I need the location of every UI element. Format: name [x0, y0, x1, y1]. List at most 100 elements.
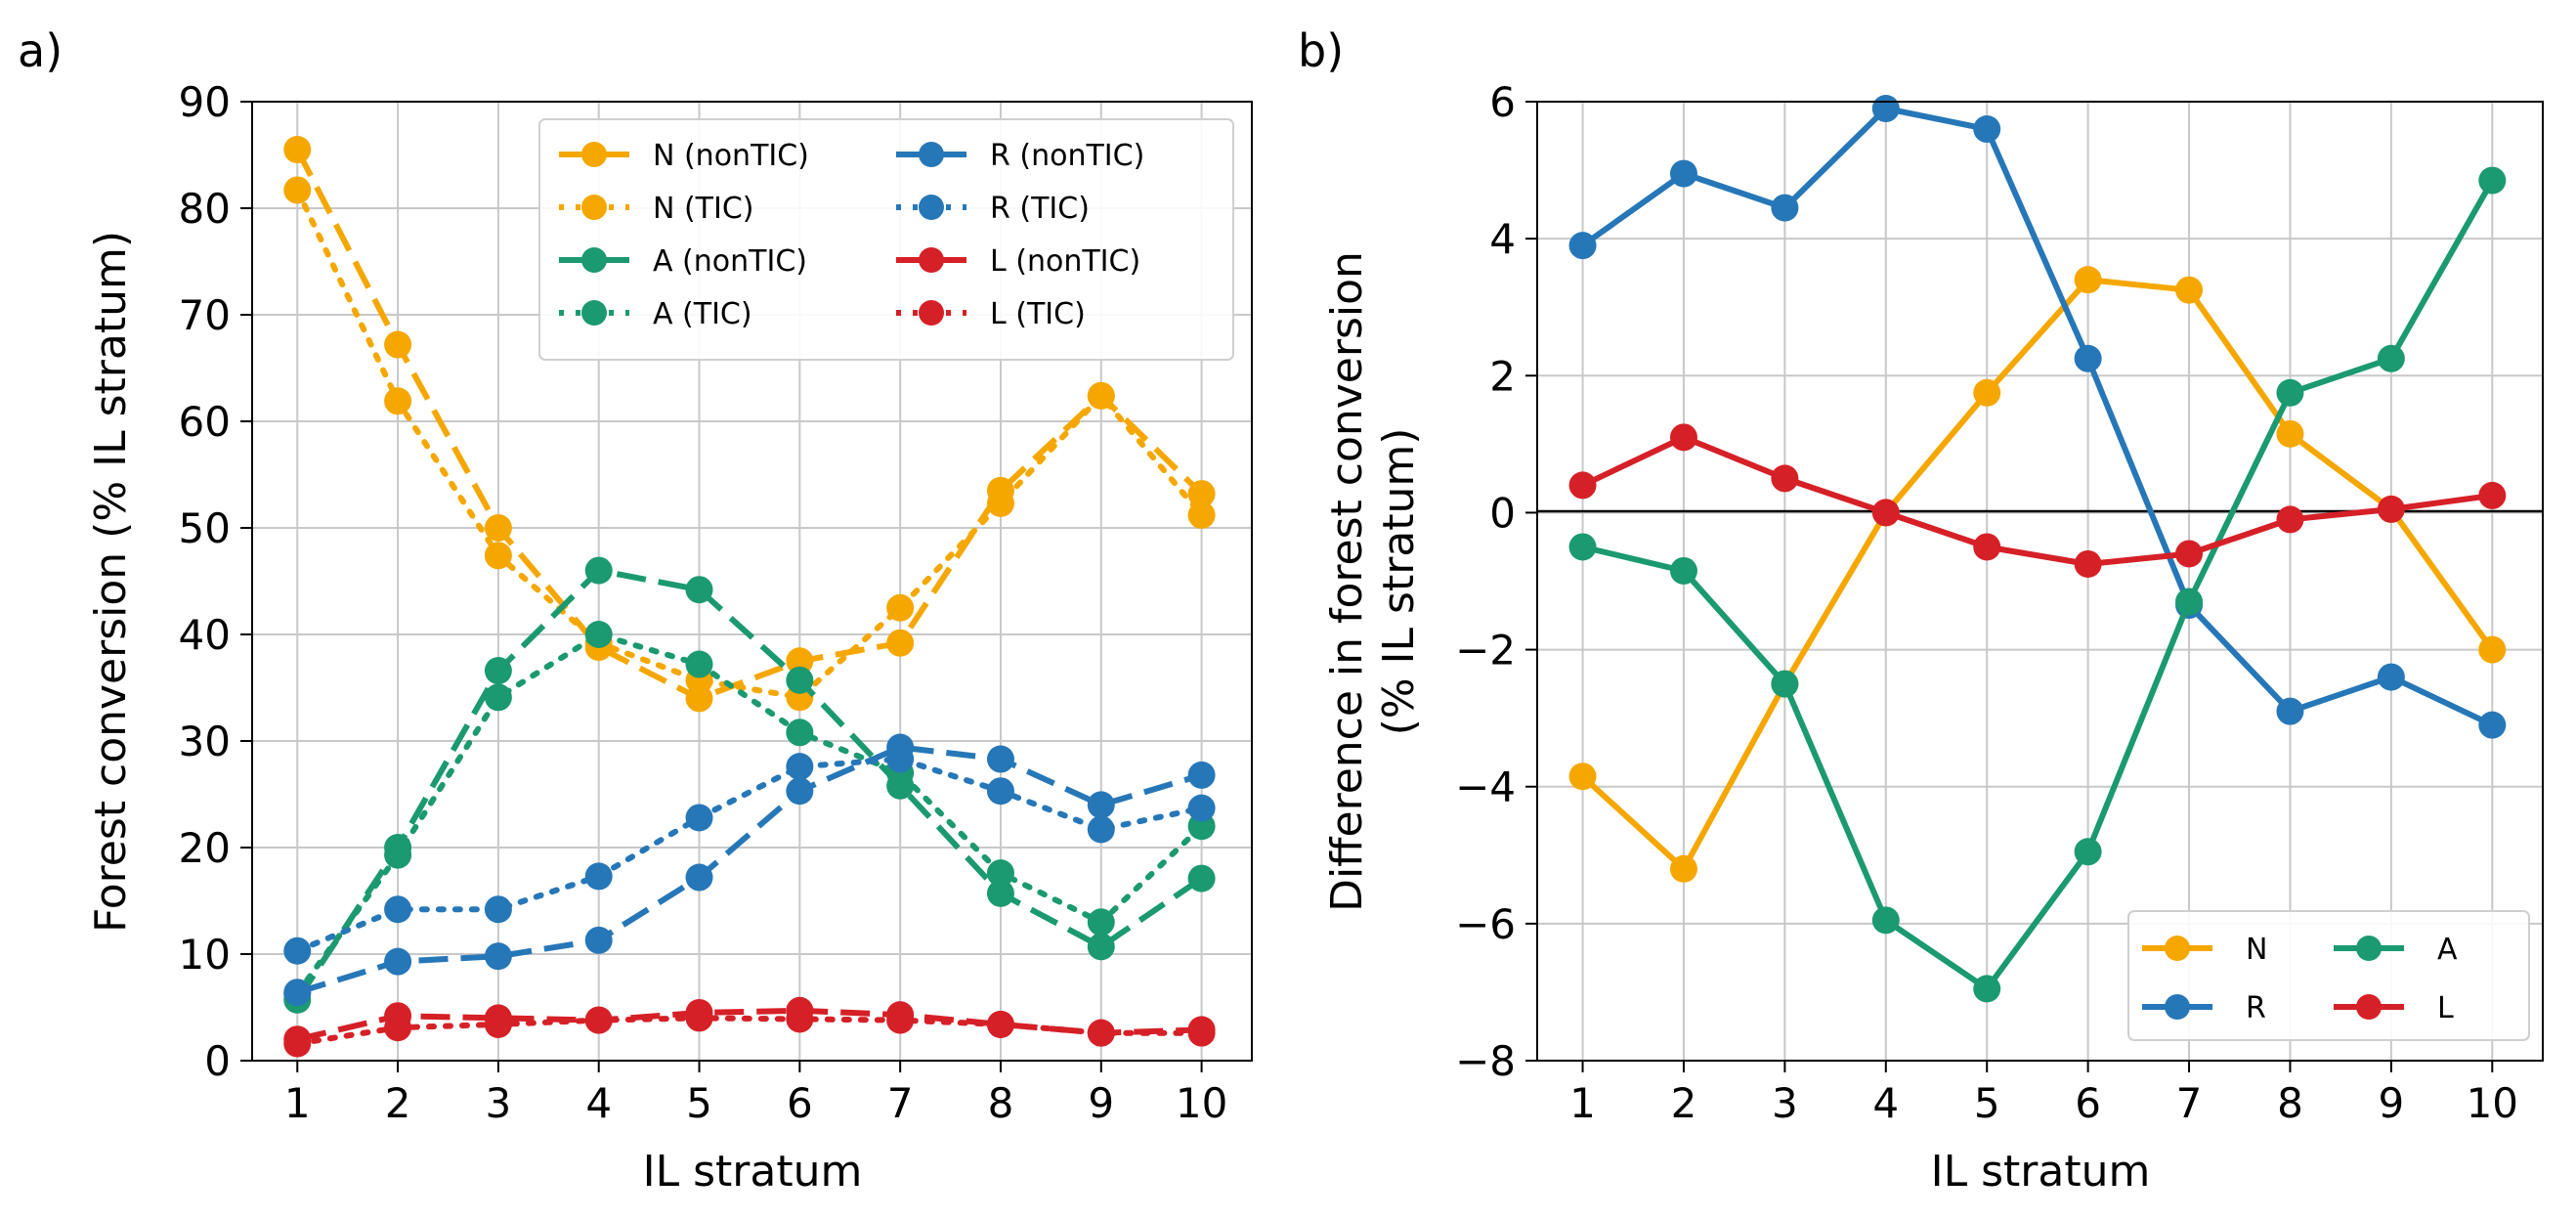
panel-a-x-tick-label: 2: [385, 1079, 411, 1127]
panel-b-point-r: [2074, 344, 2102, 372]
panel-a-point-a-tic: [484, 683, 512, 712]
panel-a-point-r-nontic: [1087, 791, 1115, 819]
panel-a-series-line-r-tic: [294, 756, 1205, 954]
panel-a-y-axis-label: Forest conversion (% IL stratum): [86, 231, 136, 933]
panel-a-point-a-tic: [685, 650, 713, 678]
panel-a-point-n-tic: [1087, 381, 1115, 410]
panel-b-point-l: [2074, 549, 2102, 578]
panel-a-legend: N (nonTIC) N (TIC) A (nonTIC) A (TIC) R (non…: [538, 118, 1234, 361]
panel-a-point-l-tic: [986, 1010, 1014, 1038]
panel-b-point-l: [1568, 471, 1597, 500]
panel-a-legend-marker-a-nontic: [581, 247, 607, 273]
panel-a-point-a-tic: [1087, 908, 1115, 937]
panel-b-y-axis-label: Difference in forest conversion: [1322, 251, 1372, 912]
panel-a-point-r-tic: [584, 862, 613, 891]
panel-a-point-r-nontic: [986, 745, 1014, 773]
panel-a-x-tick-label: 9: [1088, 1079, 1114, 1127]
panel-b-x-tick-label: 4: [1872, 1079, 1899, 1127]
panel-a-point-r-nontic: [786, 777, 814, 806]
panel-a-legend-label-n-tic: N (TIC): [653, 192, 754, 226]
panel-b-point-r: [1973, 115, 2001, 144]
panel-a-point-a-nontic: [986, 879, 1014, 907]
panel-a-legend-frame: [538, 118, 1234, 361]
panel-a-x-tick-label: 5: [686, 1079, 712, 1127]
panel-b-series: [1568, 95, 2507, 1003]
panel-b-series-line-n: [1579, 277, 2496, 872]
panel-b-x-tick-label: 1: [1569, 1079, 1596, 1127]
panel-b-x-axis-label: IL stratum: [1931, 1147, 2151, 1197]
panel-b-legend-marker-a: [2356, 936, 2382, 961]
panel-b-y-tick-label: −4: [1455, 763, 1516, 811]
panel-b-point-a: [2377, 344, 2405, 372]
panel-a-point-n-tic: [283, 176, 312, 204]
panel-a-legend-label-l-nontic: L (nonTIC): [990, 244, 1140, 279]
panel-a-legend-label-r-tic: R (TIC): [990, 192, 1090, 226]
panel-a-point-n-nontic: [1187, 480, 1216, 508]
panel-b-legend-label-n: N: [2246, 933, 2267, 967]
panel-a-point-r-tic: [283, 937, 312, 965]
panel-a-point-r-nontic: [685, 863, 713, 892]
panel-a-point-r-nontic: [283, 979, 312, 1007]
panel-b-point-r: [1871, 95, 1900, 123]
panel-b-y-axis-label-units: (% IL stratum): [1374, 428, 1424, 736]
panel-b-point-n: [2175, 276, 2204, 304]
panel-b-point-r: [1568, 232, 1597, 260]
panel-a-legend-marker-r-tic: [919, 195, 944, 220]
panel-b-x-tick-label: 3: [1772, 1079, 1798, 1127]
panel-a-series-line-l-tic: [294, 1015, 1205, 1047]
panel-b-point-a: [1973, 975, 2001, 1003]
panel-b-point-a: [2478, 166, 2507, 195]
panel-b-series-line-a: [1579, 177, 2496, 992]
panel-a-y-tick-label: 30: [179, 718, 231, 765]
panel-b-x-tick-label: 10: [2467, 1079, 2518, 1127]
panel-b-point-n: [2478, 635, 2507, 664]
panel-b-point-l: [2478, 481, 2507, 509]
panel-a-y-tick-label: 90: [179, 78, 231, 126]
panel-b-point-a: [2074, 838, 2102, 866]
panel-b-series-line-r: [1579, 106, 2496, 728]
panel-b-point-a: [1568, 533, 1597, 561]
panel-a-legend-marker-n-tic: [581, 195, 607, 220]
panel-b-point-l: [2276, 505, 2304, 534]
panel-b-point-n: [1973, 378, 2001, 407]
panel-b-point-l: [1771, 464, 1799, 493]
panel-b-x-tick-label: 8: [2277, 1079, 2303, 1127]
panel-a-legend-label-l-tic: L (TIC): [990, 297, 1086, 331]
panel-b-point-n: [2276, 419, 2304, 448]
panel-b-legend: N A R L: [2127, 910, 2530, 1041]
panel-a-point-a-nontic: [584, 556, 613, 585]
panel-a-point-l-tic: [384, 1014, 412, 1042]
panel-b-point-r: [2478, 711, 2507, 739]
panel-a-legend-marker-n-nontic: [581, 142, 607, 167]
panel-a-point-l-tic: [1087, 1019, 1115, 1047]
panel-b-legend-frame: [2127, 910, 2530, 1041]
panel-b-y-tick-label: 4: [1489, 215, 1516, 263]
panel-b-point-l: [1669, 423, 1697, 452]
panel-a-x-tick-label: 1: [284, 1079, 311, 1127]
panel-b-y-tick-label: −6: [1455, 900, 1516, 948]
panel-b-point-r: [1771, 194, 1799, 222]
panel-a-legend-marker-r-nontic: [919, 142, 944, 167]
panel-b-x-tick-label: 2: [1671, 1079, 1697, 1127]
panel-b-legend-marker-r: [2165, 994, 2190, 1020]
panel-a-series-line-a-nontic: [294, 567, 1204, 1002]
panel-a-legend-marker-a-tic: [581, 300, 607, 326]
panel-a-x-axis-label: IL stratum: [643, 1147, 863, 1197]
panel-b-point-l: [1973, 533, 2001, 561]
panel-b-legend-label-r: R: [2246, 991, 2266, 1025]
panel-b-point-n: [1669, 854, 1697, 883]
panel-a-point-r-tic: [484, 895, 512, 924]
panel-b-legend-marker-n: [2165, 936, 2190, 961]
panel-a-point-l-tic: [786, 1005, 814, 1033]
panel-a-legend-label-a-tic: A (TIC): [653, 297, 752, 331]
panel-b-x-tick-label: 6: [2075, 1079, 2101, 1127]
panel-b-y-tick-label: −2: [1455, 627, 1516, 675]
panel-b-legend-label-l: L: [2437, 991, 2454, 1025]
panel-a-point-l-tic: [484, 1010, 512, 1038]
panel-b-point-a: [2276, 378, 2304, 407]
panel-b-point-n: [1568, 762, 1597, 791]
panel-a-point-r-tic: [384, 895, 412, 924]
panel-b-x-tick-label: 9: [2379, 1079, 2405, 1127]
panel-a-legend-marker-l-nontic: [919, 247, 944, 273]
panel-a-y-tick-label: 0: [204, 1037, 231, 1085]
